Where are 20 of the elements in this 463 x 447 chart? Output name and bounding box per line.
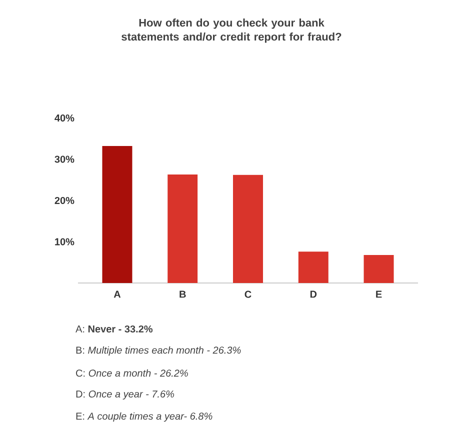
bar (233, 174, 263, 283)
text: E: A couple times a year- 6.8% (76, 412, 212, 422)
bar (298, 252, 328, 283)
y-tick-label: 40% (54, 114, 74, 122)
bar (102, 146, 132, 283)
x-tick-label: C (244, 290, 252, 298)
bar (168, 174, 198, 283)
y-tick-label: 20% (54, 196, 74, 204)
text: B: Multiple times each month - 26.3% (76, 346, 241, 356)
text: A: Never - 33.2% (76, 325, 153, 333)
x-tick-label: D (310, 290, 317, 298)
chart-title: How often do you check your bank statements and/or credit report for fraud? (122, 18, 342, 43)
y-tick-label: 10% (55, 238, 74, 246)
text: D: Once a year - 7.6% (76, 390, 174, 400)
x-tick-label: E (376, 290, 382, 298)
x-tick-label: B (180, 290, 186, 298)
y-tick-label: 30% (54, 156, 74, 163)
text: C: Once a month - 26.2% (76, 369, 188, 377)
x-tick-label: A (114, 290, 121, 298)
bar (364, 254, 394, 283)
